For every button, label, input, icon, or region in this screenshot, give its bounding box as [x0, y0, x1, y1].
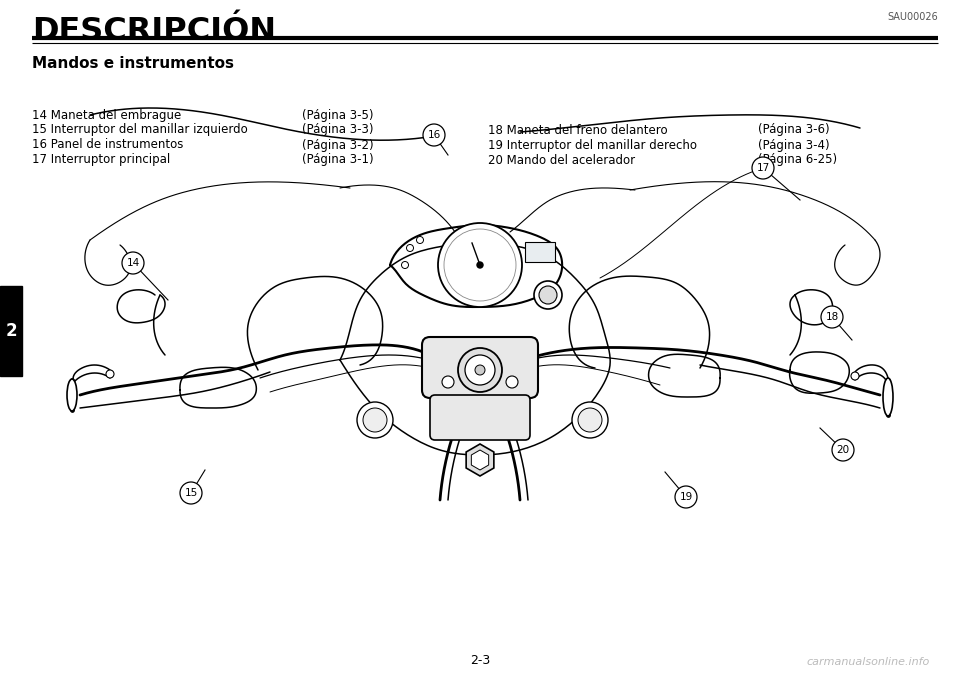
Circle shape: [444, 229, 516, 301]
Text: DESCRIPCIÓN: DESCRIPCIÓN: [32, 16, 276, 47]
Circle shape: [406, 245, 414, 251]
Text: 14: 14: [127, 258, 139, 268]
Circle shape: [106, 370, 114, 378]
Text: (Página 3-1): (Página 3-1): [302, 153, 373, 166]
Text: (Página 3-3): (Página 3-3): [302, 124, 373, 137]
Text: (Página 6-25): (Página 6-25): [758, 153, 837, 166]
FancyBboxPatch shape: [422, 337, 538, 398]
Circle shape: [417, 237, 423, 243]
FancyBboxPatch shape: [430, 395, 530, 440]
Circle shape: [534, 281, 562, 309]
Text: 15: 15: [184, 488, 198, 498]
Ellipse shape: [67, 379, 77, 411]
Circle shape: [539, 286, 557, 304]
Text: 17 Interruptor principal: 17 Interruptor principal: [32, 153, 170, 166]
Text: 14 Maneta del embrague: 14 Maneta del embrague: [32, 109, 181, 122]
Text: 15 Interruptor del manillar izquierdo: 15 Interruptor del manillar izquierdo: [32, 124, 248, 137]
Text: 19: 19: [680, 492, 692, 502]
Text: 16: 16: [427, 130, 441, 140]
Text: 17: 17: [756, 163, 770, 173]
Text: (Página 3-2): (Página 3-2): [302, 139, 373, 151]
Text: Mandos e instrumentos: Mandos e instrumentos: [32, 56, 234, 71]
Text: (Página 3-4): (Página 3-4): [758, 139, 829, 151]
Text: SAU00026: SAU00026: [887, 12, 938, 22]
Circle shape: [401, 262, 409, 268]
Text: 2: 2: [5, 322, 17, 340]
Circle shape: [122, 252, 144, 274]
Text: (Página 3-5): (Página 3-5): [302, 109, 373, 122]
Circle shape: [458, 348, 502, 392]
Circle shape: [357, 402, 393, 438]
Circle shape: [752, 157, 774, 179]
Text: 16 Panel de instrumentos: 16 Panel de instrumentos: [32, 139, 183, 151]
Text: 20 Mando del acelerador: 20 Mando del acelerador: [488, 153, 636, 166]
Circle shape: [506, 376, 518, 388]
Circle shape: [363, 408, 387, 432]
Text: 19 Interruptor del manillar derecho: 19 Interruptor del manillar derecho: [488, 139, 697, 151]
Text: 18 Maneta del freno delantero: 18 Maneta del freno delantero: [488, 124, 667, 137]
Circle shape: [832, 439, 854, 461]
Circle shape: [475, 365, 485, 375]
Text: (Página 3-6): (Página 3-6): [758, 124, 829, 137]
Text: 20: 20: [836, 445, 850, 455]
Text: carmanualsonline.info: carmanualsonline.info: [806, 657, 930, 667]
Circle shape: [423, 124, 445, 146]
Circle shape: [180, 482, 202, 504]
Text: 2-3: 2-3: [469, 654, 491, 667]
Circle shape: [438, 223, 522, 307]
Circle shape: [675, 486, 697, 508]
Circle shape: [442, 376, 454, 388]
Circle shape: [465, 355, 495, 385]
Circle shape: [578, 408, 602, 432]
Bar: [0, 286, 22, 376]
Circle shape: [821, 306, 843, 328]
Circle shape: [572, 402, 608, 438]
Text: 18: 18: [826, 312, 839, 322]
Circle shape: [851, 372, 859, 380]
Bar: [525, 242, 555, 262]
Ellipse shape: [883, 378, 893, 416]
Circle shape: [477, 262, 483, 268]
